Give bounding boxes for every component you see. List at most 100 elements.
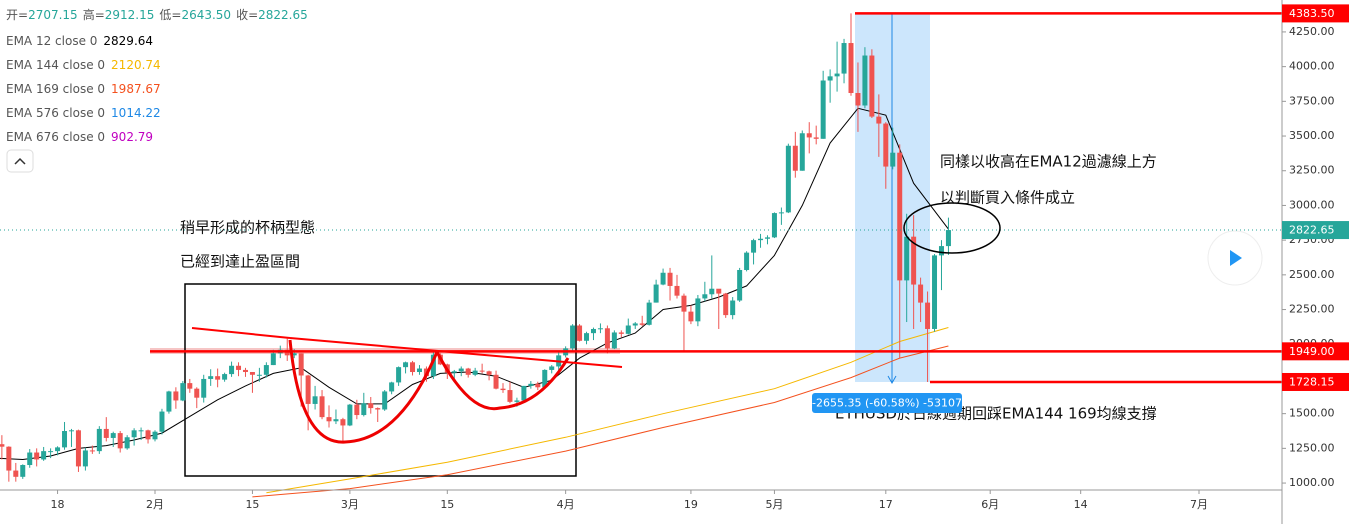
candle-body <box>632 323 638 326</box>
handle-curve <box>435 351 570 411</box>
candle-body <box>166 391 172 412</box>
candle-body <box>604 328 610 349</box>
candle-body <box>479 370 485 372</box>
candle-body <box>486 371 492 375</box>
candle-body <box>883 123 889 167</box>
candle-body <box>813 137 819 139</box>
candle-body <box>472 370 478 375</box>
candle-body <box>89 450 95 452</box>
candle-body <box>34 452 40 460</box>
legend-value: 2120.74 <box>111 58 161 72</box>
candle-body <box>403 362 409 368</box>
candle-body <box>326 417 332 422</box>
candle-body <box>375 408 381 410</box>
ohlc-value: 2643.50 <box>181 8 231 22</box>
candle-body <box>549 366 555 370</box>
candle-body <box>918 284 924 303</box>
annotation: 稍早形成的杯柄型態 <box>180 219 315 237</box>
legend-value: 1987.67 <box>111 82 161 96</box>
x-tick-label: 7月 <box>1190 498 1208 511</box>
y-tick-label: 2250.00 <box>1289 303 1335 316</box>
candle-body <box>75 430 81 467</box>
y-tick-label: 3250.00 <box>1289 164 1335 177</box>
candle-body <box>194 388 200 398</box>
ohlc-key: 低= <box>159 8 181 22</box>
candle-body <box>152 431 158 440</box>
ohlc-header: 开=2707.15 高=2912.15 低=2643.50 收=2822.65 <box>6 7 308 22</box>
level-label: 1728.15 <box>1289 375 1335 388</box>
annotation: 同樣以收高在EMA12過濾線上方 <box>940 153 1157 171</box>
y-tick-label: 4000.00 <box>1289 60 1335 73</box>
y-tick-label: 3000.00 <box>1289 198 1335 211</box>
legend-name: EMA 144 close 0 <box>6 58 105 72</box>
legend-entry: EMA 12 close 0 2829.64 <box>6 34 153 48</box>
candle-body <box>62 431 68 448</box>
play-icon <box>1230 250 1242 266</box>
candle-body <box>124 437 130 449</box>
legend: 开=2707.15 高=2912.15 低=2643.50 收=2822.65 EMA … <box>6 7 308 144</box>
candle-body <box>215 376 221 380</box>
candle-body <box>890 152 896 167</box>
collapse-button[interactable] <box>6 149 34 173</box>
x-tick-label: 6月 <box>981 498 999 511</box>
legend-entry: EMA 144 close 0 2120.74 <box>6 58 161 72</box>
annotation: 以判斷買入條件成立 <box>940 189 1075 207</box>
candle-body <box>103 428 109 438</box>
candle-body <box>68 430 74 432</box>
candle-body <box>855 93 861 106</box>
candle-body <box>869 55 875 117</box>
legend-value: 902.79 <box>111 130 153 144</box>
candle-body <box>117 433 123 449</box>
x-tick-label: 15 <box>245 498 259 511</box>
candle-body <box>827 76 833 81</box>
last-price-label: 2822.65 <box>1289 224 1335 237</box>
candle-body <box>451 371 457 373</box>
y-tick-label: 2500.00 <box>1289 268 1335 281</box>
candle-body <box>458 368 464 372</box>
candle-body <box>771 213 777 238</box>
candle-body <box>48 451 54 453</box>
legend-entry: EMA 169 close 0 1987.67 <box>6 82 161 96</box>
legend-value: 1014.22 <box>111 106 161 120</box>
candle-body <box>138 430 144 432</box>
legend-name: EMA 676 close 0 <box>6 130 105 144</box>
ohlc-key: 开= <box>6 8 28 22</box>
candle-body <box>159 411 165 432</box>
candle-body <box>382 391 388 410</box>
candle-body <box>646 302 652 325</box>
y-tick-label: 3500.00 <box>1289 129 1335 142</box>
candle-body <box>702 294 708 299</box>
candle-body <box>180 383 186 401</box>
y-tick-label: 4250.00 <box>1289 25 1335 38</box>
last-price-tag <box>1282 221 1349 240</box>
ohlc-value: 2822.65 <box>258 8 308 22</box>
candle-body <box>667 272 673 286</box>
candle-body <box>876 116 882 124</box>
x-tick-label: 14 <box>1074 498 1088 511</box>
candle-body <box>792 145 798 171</box>
candle-body <box>0 444 5 447</box>
y-tick-label: 1250.00 <box>1289 441 1335 454</box>
candle-body <box>416 368 422 373</box>
candle-body <box>528 383 534 386</box>
measure-label: -2655.35 (-60.58%) -53107 <box>812 397 962 410</box>
ohlc-value: 2912.15 <box>105 8 155 22</box>
candle-body <box>222 374 228 380</box>
candle-body <box>848 43 854 94</box>
legend-name: EMA 12 close 0 <box>6 34 97 48</box>
y-tick-label: 1500.00 <box>1289 407 1335 420</box>
candle-body <box>319 396 325 418</box>
legend-entry: EMA 676 close 0 902.79 <box>6 130 153 144</box>
candle-body <box>13 470 19 477</box>
candle-body <box>500 388 506 391</box>
candle-body <box>256 374 262 376</box>
x-tick-label: 2月 <box>146 498 164 511</box>
candle-body <box>737 269 743 301</box>
x-tick-label: 18 <box>51 498 65 511</box>
y-tick-label: 3750.00 <box>1289 94 1335 107</box>
candle-body <box>291 353 297 356</box>
measure-arrowhead <box>887 375 897 385</box>
